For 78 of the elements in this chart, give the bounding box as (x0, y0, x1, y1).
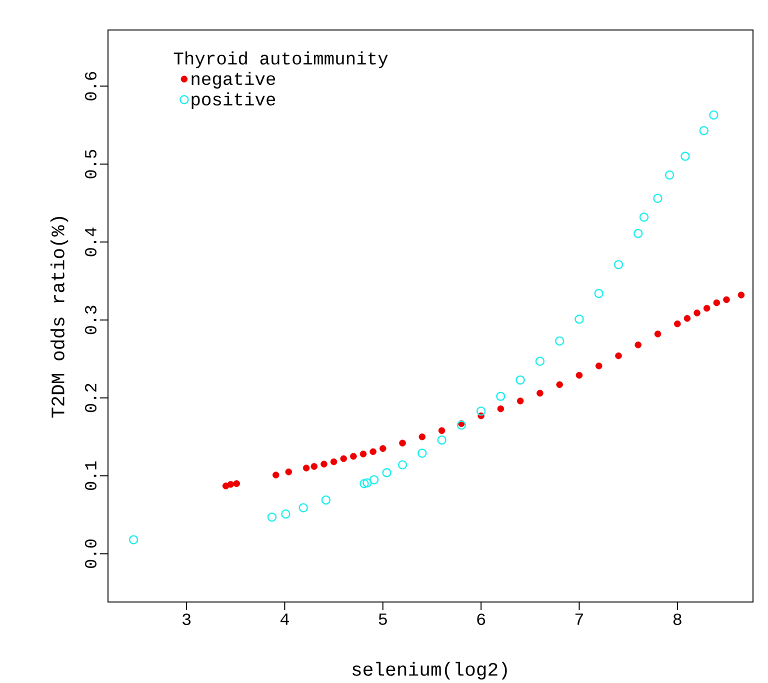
x-tick-label: 6 (477, 614, 486, 626)
point (369, 475, 379, 484)
point (382, 468, 392, 478)
point (267, 512, 277, 522)
point (128, 535, 138, 544)
point (320, 460, 328, 468)
point (614, 260, 624, 270)
point (536, 390, 544, 397)
point (370, 448, 376, 456)
point (379, 445, 386, 452)
point (576, 372, 583, 379)
point (496, 392, 506, 402)
point (321, 495, 331, 505)
point (281, 509, 290, 519)
point (664, 170, 674, 180)
point (738, 292, 745, 298)
point (438, 427, 446, 434)
x-tick-label: 5 (378, 614, 387, 625)
x-axis-title: selenium(log2) (352, 662, 507, 680)
point (674, 320, 681, 328)
point (699, 126, 709, 136)
point (709, 110, 718, 120)
point (302, 464, 310, 472)
point (694, 310, 700, 316)
point (554, 336, 564, 346)
point (556, 381, 563, 388)
y-tick-label: 0.0 (84, 540, 96, 568)
point (340, 455, 347, 462)
point (516, 375, 525, 385)
legend-label: negative (192, 72, 276, 89)
y-tick-label: 0.3 (84, 306, 96, 334)
point (713, 299, 720, 306)
y-tick-label: 0.2 (84, 384, 96, 412)
point (684, 315, 691, 322)
legend-title: Thyroid autoimmunity (174, 51, 388, 68)
point (653, 194, 662, 204)
point (634, 342, 642, 348)
point (574, 314, 584, 324)
point (398, 460, 408, 470)
x-tick-label: 4 (280, 614, 289, 625)
point (437, 435, 446, 445)
y-tick-label: 0.6 (84, 72, 96, 100)
point (615, 352, 622, 360)
point (497, 405, 504, 412)
point (456, 420, 466, 430)
point (298, 503, 308, 512)
x-tick-label: 3 (182, 614, 191, 626)
x-tick-label: 7 (575, 614, 583, 625)
point (680, 152, 690, 161)
point (399, 440, 406, 447)
point (272, 472, 280, 478)
y-tick-label: 0.1 (84, 461, 96, 490)
point (227, 481, 234, 488)
y-tick-label: 0.4 (84, 228, 96, 256)
point (654, 330, 662, 338)
point (350, 453, 357, 460)
point (476, 406, 486, 416)
point (418, 448, 427, 458)
point (233, 480, 240, 488)
point (418, 434, 426, 440)
point (594, 288, 604, 298)
legend-label: positive (192, 92, 276, 110)
point (362, 478, 372, 488)
point (723, 296, 730, 304)
point (703, 304, 710, 312)
y-axis-title: T2DM odds ratio(%) (50, 217, 68, 418)
point (595, 362, 602, 370)
y-tick-label: 0.5 (84, 150, 96, 178)
point (330, 458, 338, 466)
point (535, 356, 545, 366)
x-tick-label: 8 (673, 614, 682, 626)
point (285, 468, 292, 476)
point (360, 479, 369, 488)
point (360, 450, 367, 458)
point (310, 463, 318, 470)
point (516, 398, 524, 404)
point (634, 228, 643, 238)
point (639, 212, 649, 222)
